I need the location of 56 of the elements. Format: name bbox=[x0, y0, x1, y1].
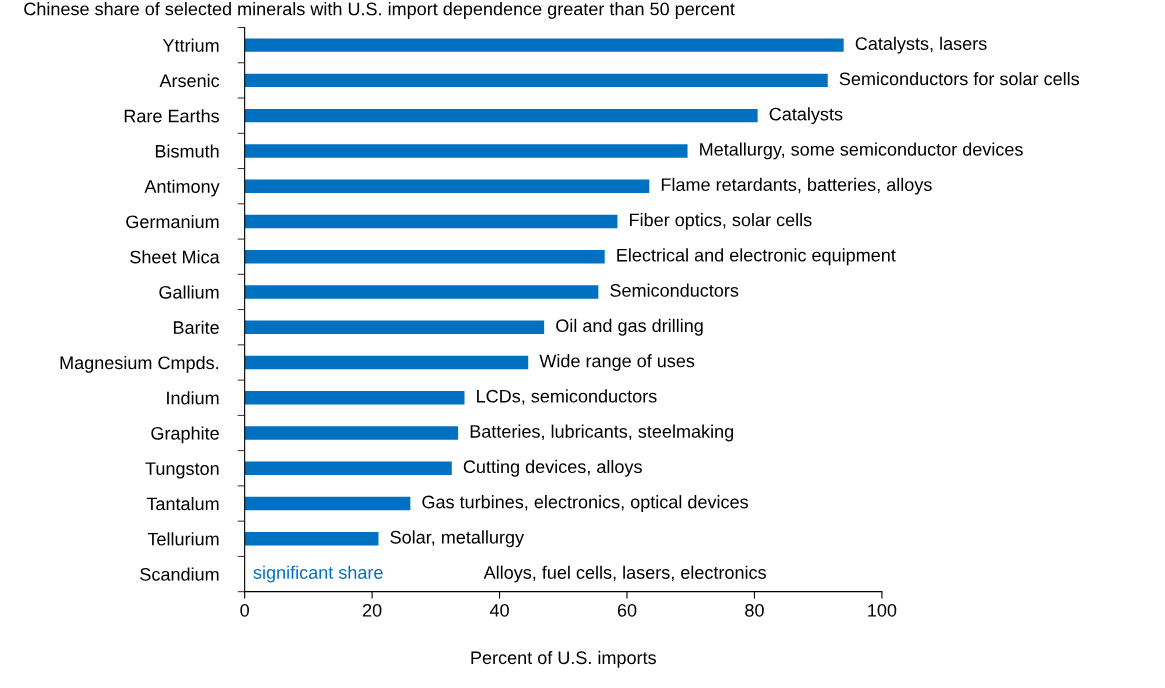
annotation: LCDs, semiconductors bbox=[477, 389, 657, 405]
chart-title: Chinese share of selected minerals with U.S. import dependence greater than 50 percent bbox=[24, 2, 735, 19]
annotation: Cutting devices, alloys bbox=[463, 459, 642, 477]
annotation: Semiconductors for solar cells bbox=[839, 71, 1080, 86]
bar bbox=[244, 179, 650, 193]
y-tick-label: Gallium bbox=[159, 285, 219, 299]
x-tick-label: 60 bbox=[617, 603, 637, 617]
y-tick-label: Germanium bbox=[126, 214, 219, 229]
y-tick-label: Rare Earths bbox=[124, 109, 219, 123]
annotation: Semiconductors bbox=[610, 283, 739, 297]
bar bbox=[244, 320, 545, 334]
bar bbox=[244, 214, 618, 229]
annotation: Flame retardants, batteries, alloys bbox=[661, 177, 932, 195]
bar bbox=[244, 144, 688, 158]
bar bbox=[244, 250, 605, 264]
y-tick-label: Bismuth bbox=[155, 144, 219, 158]
y-tick-label: Magnesium Cmpds. bbox=[60, 355, 219, 373]
annotation: Wide range of uses bbox=[539, 354, 695, 371]
bar bbox=[244, 73, 828, 88]
annotation: Catalysts, lasers bbox=[855, 36, 987, 54]
y-tick-label: Tantalum bbox=[146, 496, 219, 511]
x-axis-title: Percent of U.S. imports bbox=[471, 650, 656, 668]
annotation: Fiber optics, solar cells bbox=[630, 213, 812, 230]
y-tick-label: Indium bbox=[167, 391, 219, 405]
x-tick-label: 0 bbox=[240, 603, 249, 617]
y-tick-label: Tungston bbox=[145, 462, 219, 479]
annotation: Solar, metallurgy bbox=[390, 530, 525, 548]
x-tick-label: 20 bbox=[362, 603, 382, 617]
y-tick-label: Yttrium bbox=[162, 38, 219, 52]
y-tick-label: Graphite bbox=[151, 426, 219, 444]
bar bbox=[244, 532, 379, 546]
bar bbox=[244, 426, 459, 440]
y-tick-label: Sheet Mica bbox=[130, 250, 220, 264]
x-tick-label: 100 bbox=[868, 603, 897, 617]
bar bbox=[244, 391, 465, 405]
x-tick-label: 80 bbox=[745, 603, 764, 617]
bar bbox=[244, 496, 411, 511]
x-tick-label: 40 bbox=[489, 603, 509, 617]
annotation: Gas turbines, electronics, optical devices bbox=[422, 495, 748, 512]
y-tick-label: Arsenic bbox=[159, 73, 220, 88]
annotation: Oil and gas drilling bbox=[556, 318, 703, 336]
bar bbox=[244, 285, 599, 299]
bar bbox=[244, 38, 844, 52]
annotation: Batteries, lubricants, steelmaking bbox=[470, 424, 734, 442]
text: significant share bbox=[253, 565, 383, 583]
annotation: Metallurgy, some semiconductor devices bbox=[700, 142, 1023, 160]
annotation: Alloys, fuel cells, lasers, electronics bbox=[483, 565, 766, 583]
y-tick-label: Barite bbox=[173, 320, 219, 334]
y-tick-label: Scandium bbox=[140, 567, 219, 581]
y-tick-label: Tellurium bbox=[147, 532, 219, 546]
y-tick-label: Antimony bbox=[144, 179, 220, 197]
bar bbox=[244, 108, 758, 123]
annotation: Catalysts bbox=[769, 107, 843, 125]
bar bbox=[244, 355, 529, 370]
bar bbox=[244, 461, 452, 475]
annotation: Electrical and electronic equipment bbox=[617, 248, 896, 266]
